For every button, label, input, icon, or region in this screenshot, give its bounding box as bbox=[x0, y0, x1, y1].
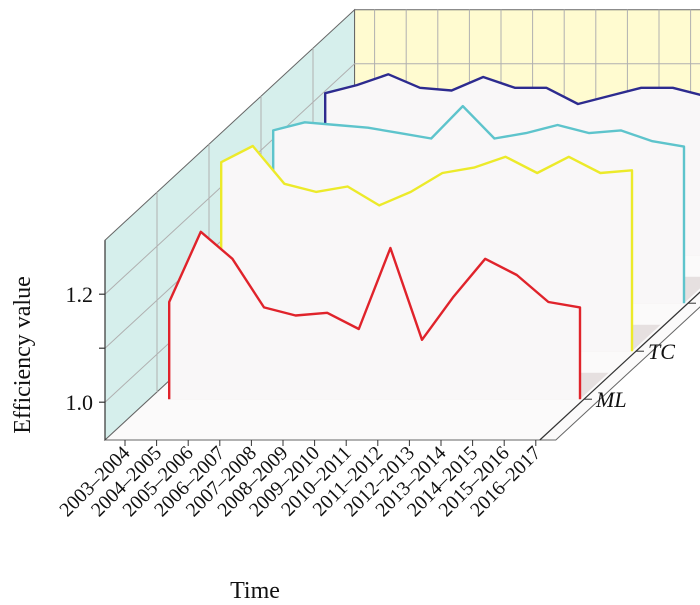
series-line-sec bbox=[324, 73, 700, 256]
series-label-tc: TC bbox=[648, 339, 675, 364]
chart-axes: 1.0 1.2 bbox=[66, 240, 700, 446]
series-area bbox=[169, 231, 580, 400]
chart-labels: 2003–20042004–20052005–20062006–20072007… bbox=[55, 291, 700, 521]
x-axis-title: Time bbox=[230, 578, 280, 604]
y-tick-label: 1.0 bbox=[66, 390, 94, 415]
grid-line bbox=[104, 63, 700, 295]
depth-axis-line bbox=[539, 291, 700, 441]
y-axis-title: Efficiency value bbox=[10, 276, 36, 433]
series-label-ml: ML bbox=[595, 387, 627, 412]
series-line-ml bbox=[167, 230, 582, 400]
chart-series bbox=[167, 73, 700, 400]
series-line-tc bbox=[219, 144, 634, 352]
y-tick-label: 1.2 bbox=[66, 282, 94, 307]
series-line-pec bbox=[272, 104, 686, 304]
